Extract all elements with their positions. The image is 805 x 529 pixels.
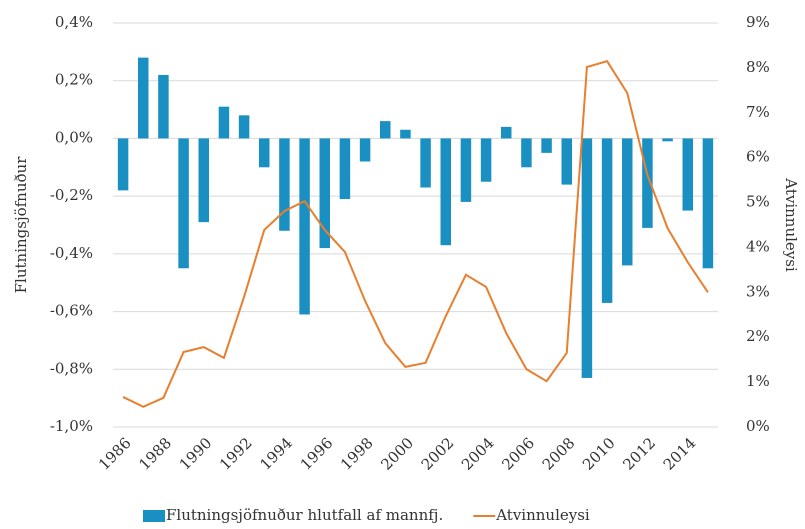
bar (359, 138, 371, 162)
bar (259, 138, 270, 168)
y-tick-label: -0,6% (50, 302, 93, 320)
y-tick-label: 0,2% (55, 71, 93, 89)
y2-axis-title: Atvinnuleysi (782, 177, 800, 272)
bar (400, 129, 411, 139)
x-tick-label: 2002 (418, 434, 458, 474)
x-tick-label: 1996 (297, 434, 337, 474)
bar (601, 138, 613, 303)
bar (218, 106, 230, 139)
legend-swatch (143, 510, 165, 522)
bar (662, 138, 673, 142)
y2-tick-label: 8% (746, 58, 770, 76)
y2-tick-label: 6% (746, 148, 770, 166)
bar (279, 138, 290, 231)
y-tick-label: -1,0% (50, 417, 93, 435)
bar (521, 138, 532, 168)
x-tick-label: 2010 (579, 434, 619, 474)
x-tick-label: 2012 (619, 434, 659, 474)
legend-label: Flutningsjöfnuður hlutfall af mannfj. (166, 506, 443, 524)
x-tick-label: 1986 (95, 434, 135, 474)
y-axis-title: Flutningsjöfnuður (12, 156, 30, 294)
y-tick-label: -0,8% (50, 359, 93, 377)
bar (380, 121, 391, 139)
y2-tick-label: 2% (746, 327, 770, 345)
y2-tick-label: 5% (746, 193, 770, 211)
x-tick-label: 1994 (256, 434, 296, 474)
bar (561, 138, 572, 185)
x-tick-label: 1998 (337, 434, 377, 474)
bar (581, 138, 593, 378)
x-tick-label: 2014 (660, 434, 700, 474)
y-tick-label: 0,0% (55, 128, 93, 146)
bar (682, 138, 693, 211)
y2-tick-label: 1% (746, 372, 770, 390)
bar (480, 138, 492, 182)
bar (501, 126, 512, 139)
bar (642, 138, 653, 228)
y2-tick-label: 9% (746, 13, 770, 31)
x-tick-label: 1988 (135, 434, 175, 474)
y-tick-label: -0,4% (50, 244, 93, 262)
bar (138, 57, 149, 139)
bar (420, 138, 431, 188)
x-tick-label: 2008 (539, 434, 579, 474)
y2-tick-label: 0% (746, 417, 770, 435)
y-tick-label: 0,4% (55, 13, 93, 31)
y2-tick-label: 4% (746, 237, 770, 255)
bar (319, 138, 330, 249)
bar (178, 138, 189, 269)
bar (622, 138, 633, 266)
bar (440, 138, 451, 246)
y-tick-label: -0,2% (50, 186, 93, 204)
x-tick-label: 2006 (498, 434, 538, 474)
bar (541, 138, 552, 153)
bar (238, 115, 250, 139)
x-tick-label: 2004 (458, 434, 498, 474)
x-tick-label: 1992 (216, 434, 256, 474)
x-tick-label: 2000 (377, 434, 417, 474)
bar (117, 138, 129, 191)
legend-label: Atvinnuleysi (495, 506, 590, 524)
line (122, 59, 709, 408)
bar (158, 74, 169, 139)
x-tick-label: 1990 (176, 434, 216, 474)
bar (299, 138, 310, 315)
bar (198, 138, 209, 223)
bar (339, 138, 351, 200)
y2-tick-label: 7% (746, 103, 770, 121)
y2-tick-label: 3% (746, 282, 770, 300)
bar (702, 138, 714, 269)
bar (460, 138, 472, 202)
